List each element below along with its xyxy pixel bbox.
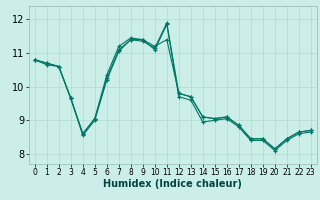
X-axis label: Humidex (Indice chaleur): Humidex (Indice chaleur) — [103, 179, 242, 189]
